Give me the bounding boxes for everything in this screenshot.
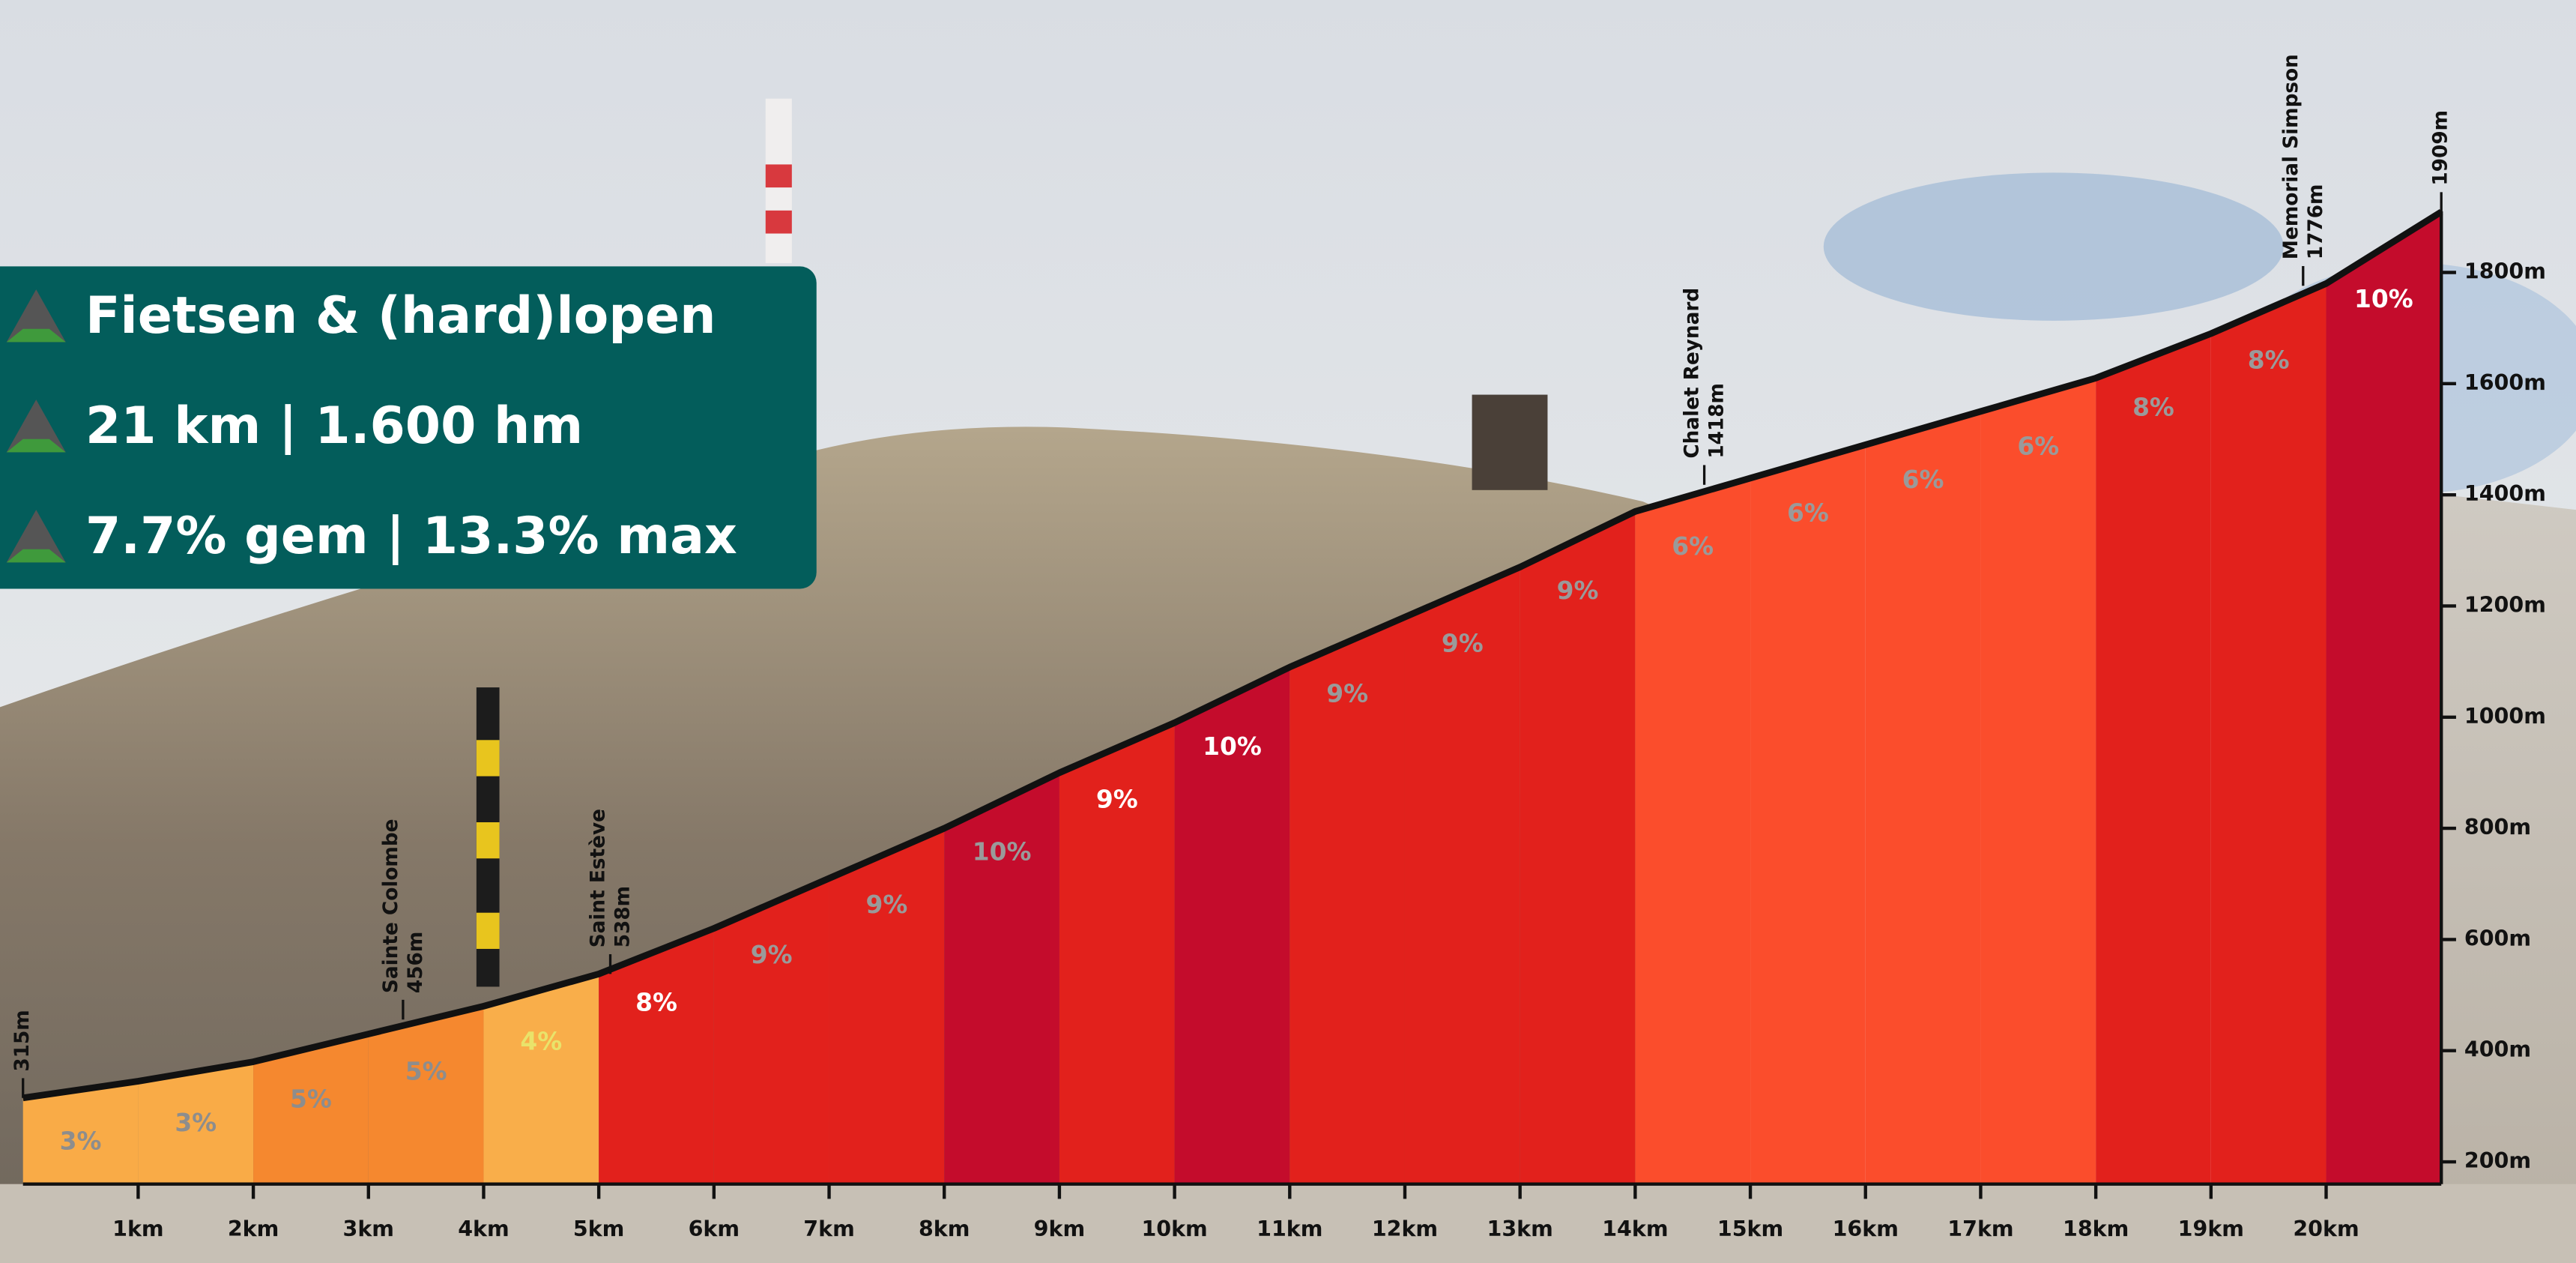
gradient-band [2326,211,2442,1184]
x-tick-label: 17km [1947,1217,2013,1241]
annotation-elevation: 1776m [2305,184,2327,260]
x-tick-label: 20km [2293,1217,2359,1241]
x-tick-label: 3km [343,1217,394,1241]
y-tick-label: 800m [2464,815,2531,840]
annotation-name: Sainte Colombe [380,819,402,994]
gradient-label: 6% [1787,498,1829,527]
gradient-band [2210,283,2326,1184]
gradient-label: 9% [1326,678,1368,708]
gradient-label: 5% [405,1057,447,1086]
info-box-bg [0,266,817,589]
annotation-elevation: 1909m [2430,110,2452,186]
x-tick-label: 9km [1034,1217,1085,1241]
gradient-label: 4% [520,1027,562,1056]
gradient-band [22,1081,139,1184]
y-tick-label: 400m [2464,1037,2531,1062]
gradient-band [1750,444,1866,1184]
y-tick-label: 1000m [2464,704,2546,729]
gradient-band [599,928,714,1184]
y-tick-label: 1600m [2464,370,2546,395]
gradient-band [1289,617,1405,1184]
gradient-label: 8% [2248,345,2290,374]
y-tick-label: 200m [2464,1148,2531,1173]
x-tick-label: 14km [1602,1217,1668,1241]
gradient-label: 3% [175,1108,217,1137]
x-tick-label: 10km [1141,1217,1207,1241]
gradient-band [829,828,945,1184]
gradient-band [2096,334,2211,1184]
info-box: Fietsen & (hard)lopen 21 km | 1.600 hm 7… [0,266,817,589]
x-tick-label: 6km [689,1217,740,1241]
x-tick-label: 11km [1257,1217,1322,1241]
gradient-label: 9% [1442,629,1484,658]
gradient-band [1865,411,1981,1184]
gradient-band [1520,511,1636,1184]
gradient-band [1635,477,1751,1184]
info-line: 7.7% gem | 13.3% max [85,507,737,566]
gradient-band [253,1034,369,1184]
gradient-band [368,1006,484,1184]
info-line: Fietsen & (hard)lopen [85,286,716,346]
gradient-band [138,1061,254,1184]
annotation-elevation: 456m [405,932,427,993]
annotation-elevation: 315m [11,1010,34,1071]
x-tick-label: 2km [228,1217,279,1241]
gradient-band [713,878,829,1184]
gradient-label: 9% [1096,784,1138,813]
gradient-band [1404,567,1520,1184]
y-tick-label: 1800m [2464,259,2546,283]
gradient-band [1980,378,2096,1184]
x-tick-label: 1km [112,1217,163,1241]
gradient-band [1174,667,1290,1184]
x-tick-label: 13km [1487,1217,1553,1241]
icons [6,289,66,563]
y-tick-label: 1400m [2464,481,2546,506]
annotation-elevation: 538m [612,886,635,947]
x-tick-label: 5km [573,1217,624,1241]
gradient-label: 3% [60,1126,102,1155]
gradient-band [944,772,1059,1184]
gradient-label: 10% [973,837,1032,866]
gradient-label: 9% [865,890,907,919]
annotation-name: Chalet Reynard [1681,288,1704,459]
y-tick-label: 1200m [2464,592,2546,617]
info-line: 21 km | 1.600 hm [85,397,583,456]
y-tick-label: 600m [2464,926,2531,950]
plot: 3% 3% 5% 5% 4% 8% 9% 9% 10% 9% 10% 9% 9% 9% 6% 6% 6% 6% 8%… [11,54,2546,1241]
gradient-label: 5% [290,1085,332,1114]
x-tick-label: 7km [803,1217,854,1241]
gradient-label: 8% [635,988,677,1017]
gradient-band [483,974,599,1184]
x-tick-label: 12km [1372,1217,1438,1241]
x-tick-label: 16km [1833,1217,1899,1241]
x-tick-label: 19km [2178,1217,2244,1241]
gradient-label: 9% [1557,576,1599,605]
x-tick-label: 18km [2063,1217,2129,1241]
gradient-label: 10% [1203,732,1262,761]
profile-line [22,208,2443,1102]
x-tick-label: 4km [458,1217,509,1241]
annotation-name: Memorial Simpson [2280,54,2303,259]
gradient-label: 6% [2017,431,2059,460]
gradient-label: 8% [2132,392,2174,421]
gradient-label: 10% [2354,284,2413,313]
gradient-label: 9% [751,940,793,969]
gradient-label: 6% [1672,531,1714,561]
annotation-elevation: 1418m [1706,383,1729,459]
x-tick-label: 15km [1717,1217,1783,1241]
annotation-name: Saint Estève [587,809,610,947]
gradient-label: 6% [1902,465,1944,494]
gradient-band [1059,723,1175,1184]
x-tick-label: 8km [919,1217,970,1241]
